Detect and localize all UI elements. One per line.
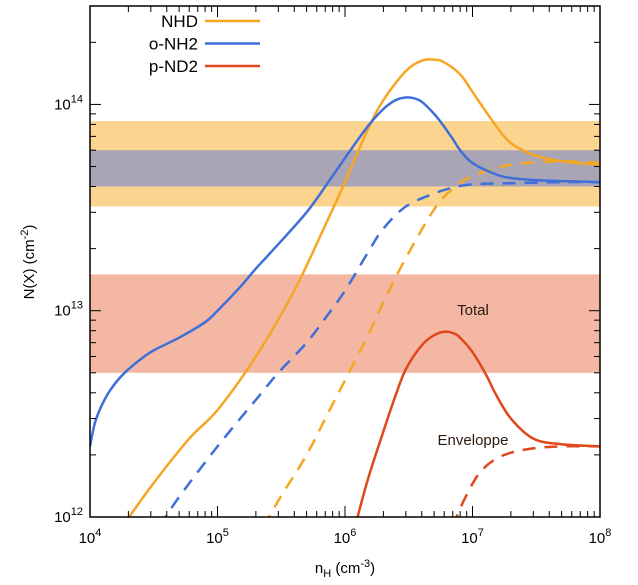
annotation-enveloppe: Enveloppe (438, 432, 509, 449)
tick-labels: 104 105 106 107 108 1012 1013 1014 (54, 93, 611, 547)
y-tick-label: 1014 (54, 93, 83, 113)
curves (90, 58, 600, 517)
legend-label: o-NH2 (149, 35, 198, 54)
axis-ticks (89, 5, 601, 518)
series-nhd-envelope (267, 160, 600, 517)
annotations: Total Enveloppe (438, 302, 509, 449)
band-p-nd2 (90, 274, 600, 373)
series-o-nh2-total (90, 96, 600, 447)
legend-label: p-ND2 (149, 57, 198, 76)
series-p-nd2-total (356, 330, 600, 517)
legend-item-nhd: NHD (161, 12, 260, 31)
annotation-total: Total (457, 302, 489, 319)
x-tick-label: 104 (79, 527, 102, 547)
x-tick-label: 106 (334, 527, 357, 547)
legend-item-p-nd2: p-ND2 (149, 57, 260, 76)
legend: NHD o-NH2 p-ND2 (149, 12, 260, 76)
x-tick-label: 105 (206, 527, 229, 547)
x-tick-label: 107 (461, 527, 484, 547)
y-axis-title: N(X) (cm-2) (19, 225, 38, 300)
series-nhd-total (127, 58, 600, 517)
y-tick-label: 1012 (54, 506, 83, 526)
y-tick-label: 1013 (54, 300, 83, 320)
x-tick-label: 108 (589, 527, 612, 547)
series-p-nd2-envelope (455, 444, 600, 517)
legend-item-o-nh2: o-NH2 (149, 35, 260, 54)
x-axis-title: nH (cm-3) (315, 558, 375, 580)
plot-frame (89, 5, 601, 518)
legend-label: NHD (161, 12, 198, 31)
series-o-nh2-envelope (163, 180, 600, 517)
column-density-bands (90, 121, 600, 373)
